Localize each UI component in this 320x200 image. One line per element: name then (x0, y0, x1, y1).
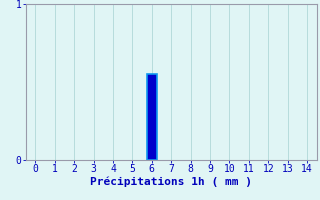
X-axis label: Précipitations 1h ( mm ): Précipitations 1h ( mm ) (90, 177, 252, 187)
Bar (147, 74, 157, 160)
